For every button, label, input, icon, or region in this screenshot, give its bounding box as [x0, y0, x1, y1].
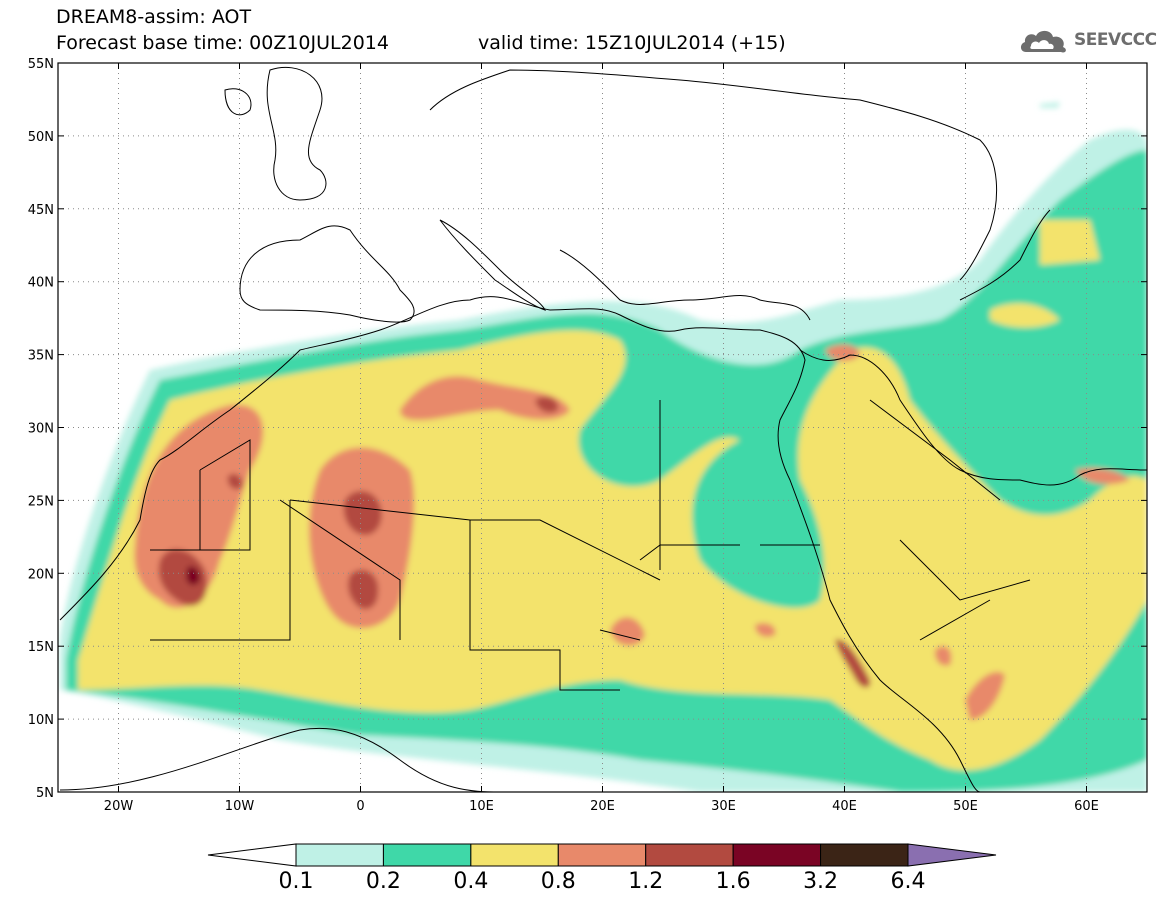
lat-tick-label: 15N [28, 640, 54, 655]
lat-tick-label: 10N [28, 713, 54, 728]
lon-tick-label: 20E [590, 799, 615, 814]
colorbar-label: 6.4 [891, 869, 926, 894]
lat-tick-label: 20N [28, 567, 54, 582]
lat-tick-label: 50N [28, 130, 54, 145]
aot-field [58, 63, 1147, 792]
colorbar-low-triangle [207, 843, 297, 867]
lon-tick-label: 60E [1074, 799, 1099, 814]
lon-tick-label: 40E [832, 799, 857, 814]
aot-band-0.4 [78, 220, 1147, 771]
cloud-icon [1020, 30, 1066, 53]
colorbar-label: 1.2 [628, 869, 663, 894]
aot-band-1.2 [158, 396, 871, 688]
seevccc-logo: SEEVCCC [1018, 24, 1157, 56]
colorbar-swatch [382, 843, 472, 867]
colorbar-label: 0.1 [279, 869, 314, 894]
colorbar-label: 3.2 [803, 869, 838, 894]
colorbar-high-triangle [907, 843, 997, 867]
lat-tick-label: 30N [28, 422, 54, 437]
colorbar-swatch [732, 843, 822, 867]
colorbar-label: 1.6 [716, 869, 751, 894]
forecast-time-line: Forecast base time: 00Z10JUL2014 valid ti… [56, 32, 786, 54]
lat-tick-label: 35N [28, 349, 54, 364]
coastlines [59, 66, 1147, 792]
colorbar-swatch [645, 843, 734, 867]
chart-title: DREAM8-assim: AOT [56, 6, 252, 28]
lat-tick-label: 55N [28, 57, 54, 72]
colorbar-swatch [295, 843, 384, 867]
lon-tick-label: 50E [953, 799, 978, 814]
lat-tick-label: 45N [28, 203, 54, 218]
colorbar-label: 0.2 [366, 869, 401, 894]
base-time: Forecast base time: 00Z10JUL2014 [56, 32, 389, 54]
lon-tick-label: 0 [356, 799, 364, 814]
axis-ticks [58, 62, 1147, 793]
lon-tick-label: 10W [225, 799, 255, 814]
lat-tick-label: 5N [36, 786, 54, 801]
lat-tick-label: 25N [28, 494, 54, 509]
colorbar-swatch [557, 843, 647, 867]
lat-tick-label: 40N [28, 276, 54, 291]
colorbar-swatch [470, 843, 559, 867]
valid-time: valid time: 15Z10JUL2014 (+15) [478, 32, 786, 54]
colorbar: 0.1 0.2 0.4 0.8 1.2 1.6 3.2 6.4 [207, 843, 997, 894]
lon-tick-label: 10E [469, 799, 494, 814]
aot-band-1.6 [186, 566, 201, 586]
lon-tick-label: 30E [711, 799, 736, 814]
lat-axis: 55N 50N 45N 40N 35N 30N 25N 20N 15N 10N 5N [28, 57, 54, 801]
lon-tick-label: 20W [104, 799, 134, 814]
colorbar-label: 0.4 [453, 869, 488, 894]
logo-text: SEEVCCC [1074, 30, 1157, 50]
colorbar-swatch [820, 843, 909, 867]
colorbar-label: 0.8 [541, 869, 576, 894]
lon-axis: 20W 10W 0 10E 20E 30E 40E 50E 60E [104, 799, 1099, 814]
